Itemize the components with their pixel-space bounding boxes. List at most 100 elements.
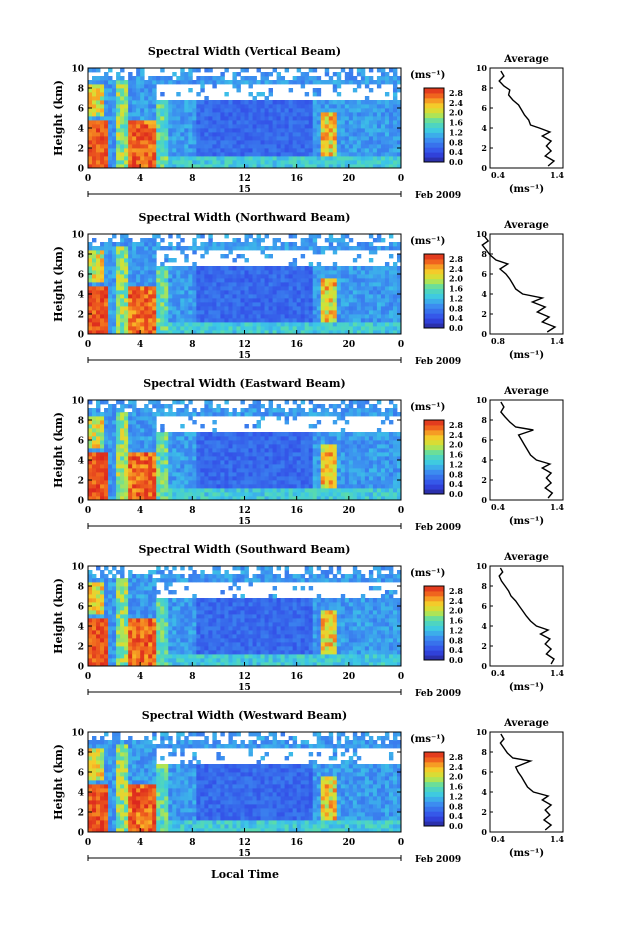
heatmap-cell <box>296 440 302 445</box>
heatmap-cell <box>380 128 386 133</box>
heatmap-cell <box>220 76 225 81</box>
heatmap-cell <box>324 112 330 117</box>
heatmap-cell <box>156 412 161 417</box>
heatmap-cell <box>100 76 105 81</box>
heatmap-cell <box>168 136 173 141</box>
heatmap-cell <box>120 472 125 477</box>
heatmap-cell <box>316 464 322 469</box>
heatmap-cell <box>308 116 314 121</box>
heatmap-cell <box>160 310 165 315</box>
heatmap-cell <box>388 144 394 149</box>
heatmap-cell <box>120 242 125 247</box>
heatmap-cell <box>324 128 330 133</box>
heatmap-cell <box>380 492 386 497</box>
heatmap-cell <box>396 242 402 247</box>
heatmap-cell <box>200 456 205 461</box>
heatmap-cell <box>168 128 173 133</box>
heatmap-cell <box>292 100 298 105</box>
heatmap-cell <box>332 128 338 133</box>
heatmap-cell <box>252 274 257 279</box>
heatmap-cell <box>308 322 314 327</box>
heatmap-cell <box>112 424 117 429</box>
heatmap-cell <box>148 262 153 267</box>
heatmap-cell <box>328 326 334 331</box>
heatmap-cell <box>340 472 346 477</box>
average-profile-line <box>498 70 556 167</box>
heatmap-cell <box>100 100 105 105</box>
heatmap-cell <box>256 270 261 275</box>
heatmap-cell <box>104 76 109 81</box>
heatmap-cell <box>316 330 322 335</box>
heatmap-cell <box>300 488 306 493</box>
heatmap-cell <box>376 160 382 165</box>
heatmap-cell <box>176 456 181 461</box>
heatmap-cell <box>152 108 157 113</box>
heatmap-cell <box>340 144 346 149</box>
heatmap-cell <box>336 472 342 477</box>
heatmap-cell <box>88 68 93 73</box>
heatmap-cell <box>188 412 193 417</box>
heatmap-cell <box>220 100 225 105</box>
heatmap-cell <box>360 448 366 453</box>
heatmap-cell <box>136 496 141 501</box>
heatmap-cell <box>296 80 302 85</box>
heatmap-cell <box>156 464 161 469</box>
heatmap-cell <box>364 436 370 441</box>
heatmap-cell <box>144 408 149 413</box>
heatmap-cell <box>204 242 209 247</box>
heatmap-cell <box>292 234 298 239</box>
heatmap-cell <box>124 468 129 473</box>
heatmap-cell <box>216 120 221 125</box>
colorbar-tick-label: 0.8 <box>449 303 463 313</box>
heatmap-cell <box>128 440 133 445</box>
heatmap-cell <box>388 140 394 145</box>
heatmap-cell <box>276 326 282 331</box>
heatmap-cell <box>372 456 378 461</box>
heatmap-cell <box>344 318 350 323</box>
heatmap-cell <box>364 80 370 85</box>
heatmap-cell <box>92 92 97 97</box>
heatmap-cell <box>260 318 265 323</box>
heatmap-cell <box>392 76 398 81</box>
heatmap-cell <box>372 120 378 125</box>
heatmap-cell <box>352 104 358 109</box>
heatmap-cell <box>212 488 217 493</box>
heatmap-cell <box>392 326 398 331</box>
heatmap-cell <box>356 484 362 489</box>
heatmap-cell <box>212 460 217 465</box>
heatmap-cell <box>196 432 201 437</box>
heatmap-cell <box>144 160 149 165</box>
heatmap-cell <box>388 290 394 295</box>
heatmap-cell <box>316 468 322 473</box>
heatmap-cell <box>92 108 97 113</box>
heatmap-cell <box>96 160 101 165</box>
heatmap-cell <box>168 258 173 263</box>
heatmap-cell <box>336 286 342 291</box>
heatmap-cell <box>100 294 105 299</box>
heatmap-cell <box>196 488 201 493</box>
heatmap-cell <box>368 464 374 469</box>
heatmap-cell <box>88 492 93 497</box>
y-tick-label: 8 <box>78 85 84 95</box>
heatmap-cell <box>364 400 370 405</box>
heatmap-cell <box>232 274 237 279</box>
heatmap-cell <box>268 266 273 271</box>
heatmap-cell <box>276 492 282 497</box>
heatmap-cell <box>384 152 390 157</box>
heatmap-cell <box>88 250 93 255</box>
heatmap-cell <box>96 436 101 441</box>
heatmap-cell <box>224 436 229 441</box>
heatmap-cell <box>300 274 306 279</box>
heatmap-cell <box>152 96 157 101</box>
heatmap-cell <box>396 254 402 259</box>
heatmap-cell <box>236 310 241 315</box>
heatmap-cell <box>116 476 121 481</box>
heatmap-cell <box>288 456 294 461</box>
heatmap-cell <box>224 492 229 497</box>
heatmap-cell <box>228 496 233 501</box>
heatmap-cell <box>256 436 261 441</box>
heatmap-cell <box>212 100 217 105</box>
heatmap-cell <box>384 108 390 113</box>
heatmap-cell <box>380 412 386 417</box>
heatmap-cell <box>316 456 322 461</box>
